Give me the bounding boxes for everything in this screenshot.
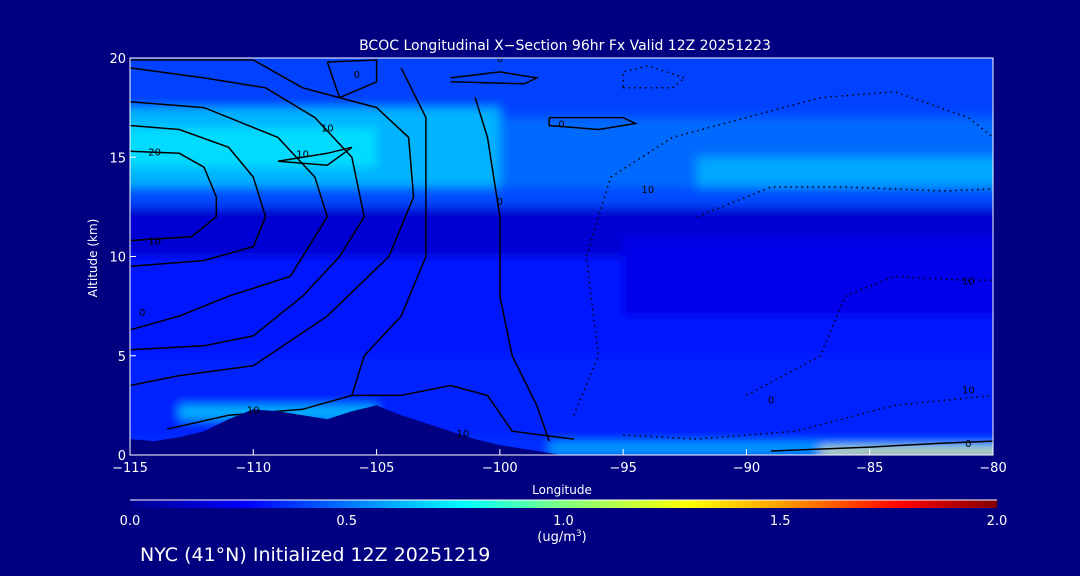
contour-label: 0 [768, 395, 774, 406]
x-tick-label: −115 [112, 461, 148, 476]
y-tick-label: 0 [118, 449, 126, 464]
concentration-field [130, 58, 993, 455]
plot-area: 0 0 10 10 20 0 0 10 10 0 10 10 10 10 0 0 [130, 54, 993, 455]
colorbar-tick-label: 1.0 [553, 514, 574, 529]
x-axis: −115 −110 −105 −100 −95 −90 −85 −80 [112, 449, 1007, 476]
field-layer [130, 127, 377, 168]
contour-line-positive [130, 67, 365, 351]
field-layer [549, 443, 993, 454]
initialization-caption: NYC (41°N) Initialized 12Z 20251219 [140, 544, 490, 566]
contour-label: 10 [962, 276, 975, 287]
contour-line-negative [622, 65, 687, 89]
contour-label: 0 [558, 120, 564, 131]
contour-line-positive [277, 146, 353, 166]
colorbar-tick-label: 2.0 [987, 514, 1008, 529]
contour-label: 10 [296, 149, 309, 160]
contour-line-positive [351, 67, 427, 396]
contour-label: 10 [641, 185, 654, 196]
y-axis-label: Altitude (km) [86, 219, 100, 298]
contour-label: 10 [148, 237, 161, 248]
contour-label: 0 [497, 197, 503, 208]
colorbar-unit: (ug/m3) [537, 529, 586, 545]
x-tick-label: −80 [979, 461, 1006, 476]
terrain-mask [130, 405, 562, 455]
y-tick-label: 10 [109, 251, 126, 266]
contour-line-positive [326, 59, 378, 99]
contour-line-positive [771, 440, 993, 452]
chart-title: BCOC Longitudinal X−Section 96hr Fx Vali… [359, 38, 771, 54]
x-tick-label: −100 [482, 461, 518, 476]
contour-label: 10 [321, 123, 334, 134]
contour-line-positive [130, 100, 329, 331]
y-axis: 0 5 10 15 20 [109, 52, 136, 464]
field-layer [130, 187, 993, 207]
contour-label: 0 [965, 439, 971, 450]
contour-line-negative [623, 394, 993, 440]
x-tick-label: −90 [733, 461, 760, 476]
contour-line-positive [130, 150, 218, 242]
colorbar [130, 500, 997, 508]
colorbar-tick-label: 0.5 [336, 514, 357, 529]
y-tick-label: 5 [118, 350, 126, 365]
contour-label: 20 [148, 147, 161, 158]
contour-label: 0 [497, 54, 503, 65]
x-tick-label: −85 [856, 461, 883, 476]
contour-line-positive [130, 124, 267, 268]
x-tick-label: −105 [359, 461, 395, 476]
colorbar-tick-label: 1.5 [770, 514, 791, 529]
contour-label: 10 [962, 385, 975, 396]
contour-line-positive [130, 59, 415, 387]
field-layer [697, 157, 993, 188]
x-axis-label: Longitude [532, 483, 592, 497]
y-tick-label: 20 [109, 52, 126, 67]
field-layer [623, 236, 993, 317]
colorbar-tick-label: 0.0 [120, 514, 141, 529]
contour-label: 0 [139, 308, 145, 319]
contour-label: 0 [354, 70, 360, 81]
contour-line-positive [474, 97, 550, 442]
contour-line-positive [548, 116, 638, 131]
contour-labels: 0 0 10 10 20 0 0 10 10 0 10 10 10 10 0 0 [139, 54, 975, 450]
x-tick-label: −95 [609, 461, 636, 476]
field-layer [820, 449, 993, 455]
colorbar-ticks: 0.0 0.5 1.0 1.5 2.0 [120, 514, 1008, 529]
x-tick-label: −110 [235, 461, 271, 476]
contour-label: 10 [457, 429, 470, 440]
contour-label: 10 [247, 405, 260, 416]
contour-line-positive [450, 71, 540, 85]
y-tick-label: 15 [109, 151, 126, 166]
